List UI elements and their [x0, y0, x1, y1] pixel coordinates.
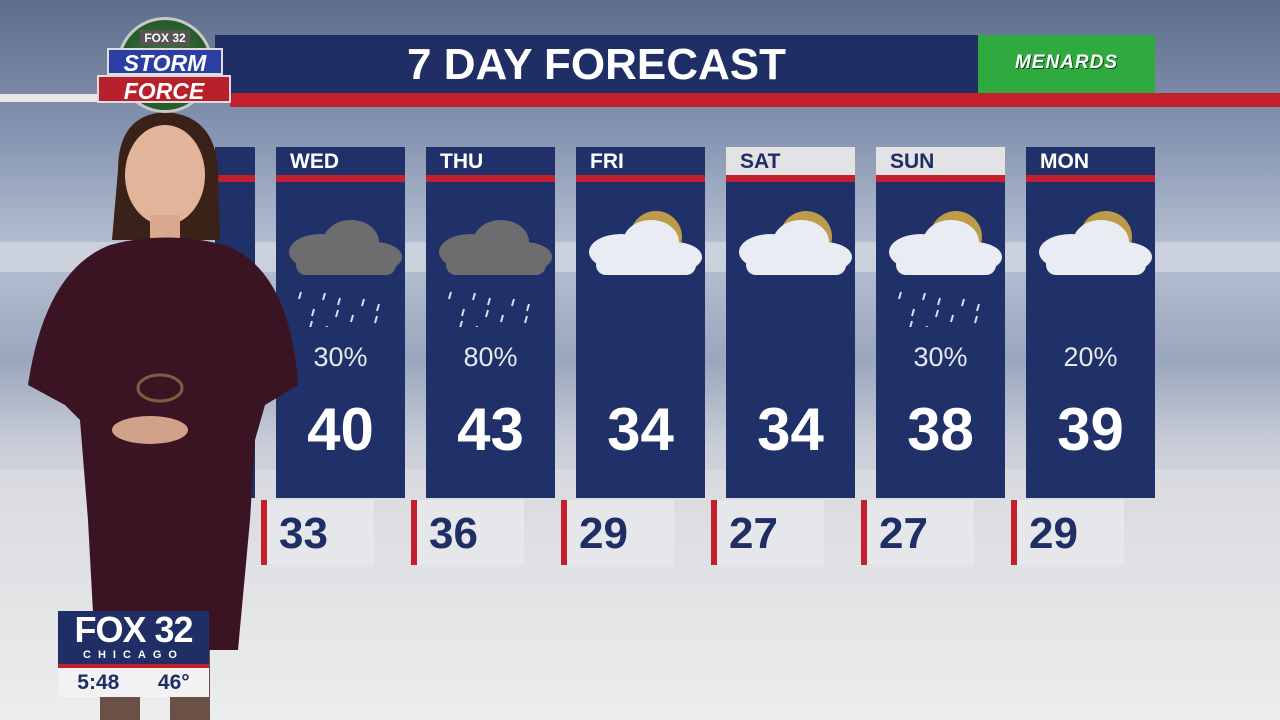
high-temp: 34	[607, 396, 674, 463]
day-label: THU	[440, 150, 484, 173]
precip-chance: 20%	[1063, 342, 1118, 372]
day-column-wed: WED 30% 40	[276, 147, 405, 498]
partly-cloudy-icon	[576, 197, 705, 327]
day-label: WED	[290, 150, 339, 173]
day-column-fri: FRI 34	[576, 147, 705, 498]
precip-chance: 30%	[313, 342, 368, 372]
partly-cloudy-snow-icon	[876, 197, 1005, 341]
divider	[726, 175, 855, 182]
station-city: CHICAGO	[83, 649, 184, 661]
low-temp: 33	[261, 500, 374, 565]
precip-chance: 80%	[463, 342, 518, 372]
precip-chance: 30%	[913, 342, 968, 372]
rain-cloud-icon	[276, 197, 405, 341]
high-temp: 38	[907, 396, 974, 463]
day-label: FRI	[590, 150, 624, 173]
high-temp: 34	[757, 396, 824, 463]
divider	[426, 175, 555, 182]
high-temp: 40	[307, 396, 374, 463]
storm-force-logo: FOX 32 STORM FORCE	[95, 17, 235, 117]
low-temp: 29	[1011, 500, 1124, 565]
high-temp: 43	[457, 396, 524, 463]
day-label: MON	[1040, 150, 1089, 173]
station-bug: FOX 32 CHICAGO 5:48 46°	[58, 611, 209, 697]
partly-cloudy-icon	[1026, 197, 1155, 327]
title-underline	[230, 93, 1280, 107]
current-time: 5:48	[77, 671, 120, 694]
divider	[876, 175, 1005, 182]
rain-snow-cloud-icon	[426, 197, 555, 341]
day-column-mon: MON 20% 39	[1026, 147, 1155, 498]
divider	[1026, 175, 1155, 182]
divider	[276, 175, 405, 182]
day-label: SAT	[726, 147, 855, 175]
sponsor-logo: MENARDS	[978, 35, 1155, 93]
day-column-sun: SUN 30% 38	[876, 147, 1005, 498]
low-temp: 27	[861, 500, 974, 565]
page-title: 7 DAY FORECAST	[215, 35, 978, 93]
day-label: SUN	[876, 147, 1005, 175]
low-temp: 36	[411, 500, 524, 565]
day-column-thu: THU 80% 43	[426, 147, 555, 498]
station-name: FOX 32	[74, 609, 193, 650]
low-temp: 27	[711, 500, 824, 565]
divider	[576, 175, 705, 182]
day-column-sat: SAT 34	[726, 147, 855, 498]
current-temp: 46°	[157, 671, 190, 694]
low-temp: 29	[561, 500, 674, 565]
partly-cloudy-icon	[726, 197, 855, 327]
high-temp: 39	[1057, 396, 1124, 463]
